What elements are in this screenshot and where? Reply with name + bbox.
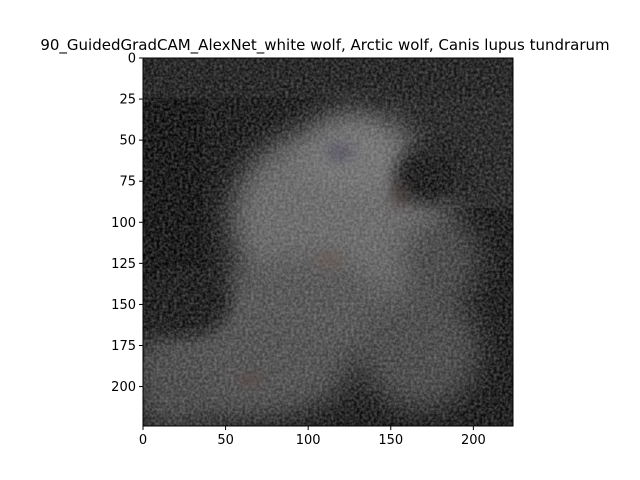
heatmap-image: [143, 58, 513, 426]
y-tick-label: 0: [128, 52, 136, 67]
y-tick-label: 175: [111, 339, 136, 354]
x-axis: 0 50 100 150 200: [139, 426, 486, 448]
y-tick-label: 200: [111, 380, 136, 395]
x-tick-label: 50: [217, 433, 234, 448]
x-tick-label: 150: [378, 433, 403, 448]
y-axis: 0 25 50 75 100 125 150 175 200: [111, 52, 143, 395]
y-tick-label: 75: [119, 175, 136, 190]
y-tick-label: 50: [119, 134, 136, 149]
x-tick-label: 100: [296, 433, 321, 448]
x-tick-label: 0: [139, 433, 147, 448]
x-tick-label: 200: [461, 433, 486, 448]
plot-frame: [142, 57, 514, 427]
y-tick-label: 150: [111, 298, 136, 313]
y-tick-label: 125: [111, 257, 136, 272]
y-tick-label: 25: [119, 93, 136, 108]
y-tick-label: 100: [111, 216, 136, 231]
chart-title: 90_GuidedGradCAM_AlexNet_white wolf, Arc…: [40, 36, 609, 55]
